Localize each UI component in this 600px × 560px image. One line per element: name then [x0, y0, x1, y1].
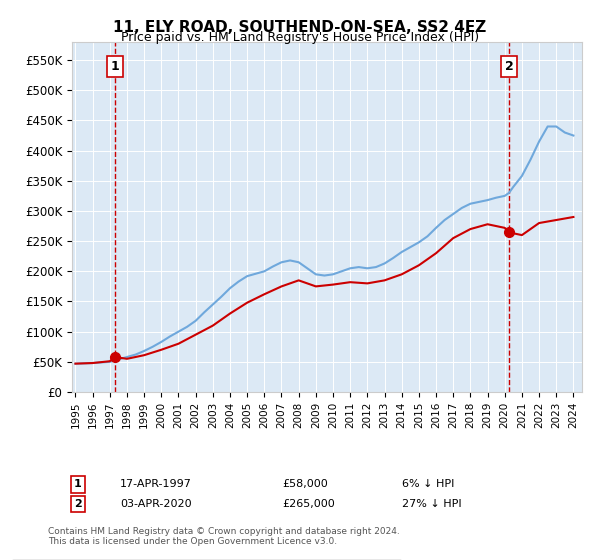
Text: 1: 1 — [110, 60, 119, 73]
Text: 2: 2 — [505, 60, 514, 73]
Text: 6% ↓ HPI: 6% ↓ HPI — [402, 479, 454, 489]
Text: Contains HM Land Registry data © Crown copyright and database right 2024.
This d: Contains HM Land Registry data © Crown c… — [48, 526, 400, 546]
Text: 11, ELY ROAD, SOUTHEND-ON-SEA, SS2 4EZ: 11, ELY ROAD, SOUTHEND-ON-SEA, SS2 4EZ — [113, 20, 487, 35]
Text: Price paid vs. HM Land Registry's House Price Index (HPI): Price paid vs. HM Land Registry's House … — [121, 31, 479, 44]
Text: £265,000: £265,000 — [282, 499, 335, 509]
Text: 17-APR-1997: 17-APR-1997 — [120, 479, 192, 489]
Text: 1: 1 — [74, 479, 82, 489]
Text: £58,000: £58,000 — [282, 479, 328, 489]
Text: 2: 2 — [74, 499, 82, 509]
Text: 03-APR-2020: 03-APR-2020 — [120, 499, 191, 509]
Text: 27% ↓ HPI: 27% ↓ HPI — [402, 499, 461, 509]
